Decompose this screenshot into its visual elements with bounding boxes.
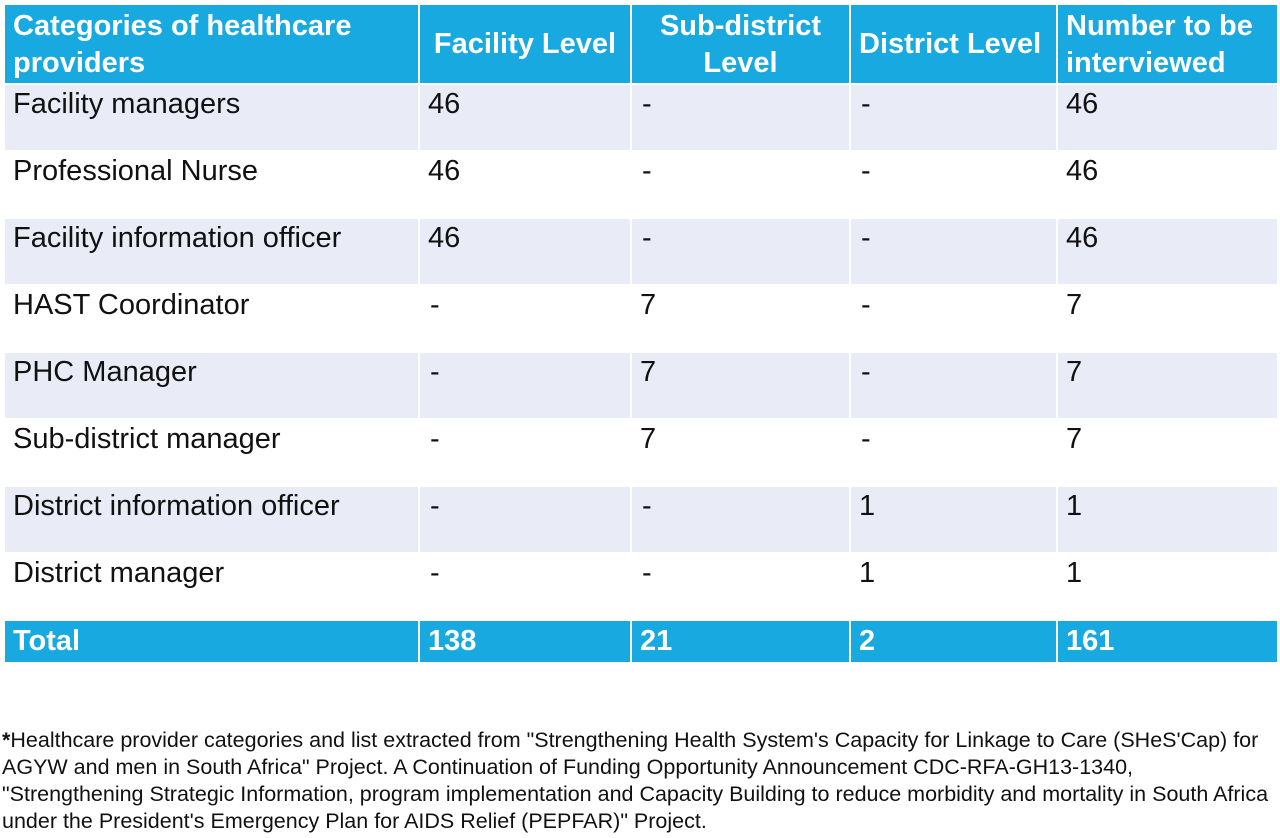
total-label: Total — [3, 619, 420, 664]
table-row: Professional Nurse 46 - - 46 — [3, 150, 1279, 219]
district-level-cell: - — [849, 418, 1058, 487]
footnote-marker: * — [2, 728, 11, 752]
footnote-text: Healthcare provider categories and list … — [2, 728, 1269, 833]
facility-level-cell: - — [418, 284, 632, 353]
total-facility-level: 138 — [418, 619, 632, 664]
category-cell: Facility information officer — [3, 217, 420, 286]
header-sub-district-level: Sub-district Level — [630, 3, 851, 85]
category-cell: Facility managers — [3, 83, 420, 152]
header-number-interviewed: Number to be interviewed — [1056, 3, 1279, 85]
header-row: Categories of healthcare providers Facil… — [3, 3, 1279, 85]
header-categories: Categories of healthcare providers — [3, 3, 420, 85]
district-level-cell: - — [849, 83, 1058, 152]
sub-district-level-cell: - — [630, 552, 851, 621]
category-cell: PHC Manager — [3, 351, 420, 420]
facility-level-cell: - — [418, 351, 632, 420]
sub-district-level-cell: 7 — [630, 284, 851, 353]
district-level-cell: - — [849, 284, 1058, 353]
table-row: Sub-district manager - 7 - 7 — [3, 418, 1279, 487]
category-cell: HAST Coordinator — [3, 284, 420, 353]
header-district-level: District Level — [849, 3, 1058, 85]
sub-district-level-cell: - — [630, 485, 851, 554]
facility-level-cell: - — [418, 552, 632, 621]
table-row: Facility managers 46 - - 46 — [3, 83, 1279, 152]
footnote: *Healthcare provider categories and list… — [2, 727, 1272, 835]
sub-district-level-cell: 7 — [630, 351, 851, 420]
number-interviewed-cell: 46 — [1056, 150, 1279, 219]
number-interviewed-cell: 7 — [1056, 351, 1279, 420]
table-header: Categories of healthcare providers Facil… — [3, 3, 1279, 85]
sub-district-level-cell: 7 — [630, 418, 851, 487]
header-facility-level: Facility Level — [418, 3, 632, 85]
table-row: Facility information officer 46 - - 46 — [3, 217, 1279, 286]
table-row: District information officer - - 1 1 — [3, 485, 1279, 554]
number-interviewed-cell: 46 — [1056, 217, 1279, 286]
table-row: HAST Coordinator - 7 - 7 — [3, 284, 1279, 353]
total-sub-district-level: 21 — [630, 619, 851, 664]
number-interviewed-cell: 7 — [1056, 284, 1279, 353]
total-number-interviewed: 161 — [1056, 619, 1279, 664]
sub-district-level-cell: - — [630, 83, 851, 152]
facility-level-cell: - — [418, 418, 632, 487]
table-row: District manager - - 1 1 — [3, 552, 1279, 621]
district-level-cell: - — [849, 217, 1058, 286]
category-cell: Sub-district manager — [3, 418, 420, 487]
facility-level-cell: 46 — [418, 83, 632, 152]
number-interviewed-cell: 1 — [1056, 552, 1279, 621]
category-cell: District manager — [3, 552, 420, 621]
sub-district-level-cell: - — [630, 217, 851, 286]
table-body: Facility managers 46 - - 46 Professional… — [3, 83, 1279, 621]
number-interviewed-cell: 46 — [1056, 83, 1279, 152]
district-level-cell: - — [849, 150, 1058, 219]
facility-level-cell: - — [418, 485, 632, 554]
category-cell: District information officer — [3, 485, 420, 554]
category-cell: Professional Nurse — [3, 150, 420, 219]
provider-table: Categories of healthcare providers Facil… — [3, 3, 1279, 664]
number-interviewed-cell: 1 — [1056, 485, 1279, 554]
number-interviewed-cell: 7 — [1056, 418, 1279, 487]
facility-level-cell: 46 — [418, 150, 632, 219]
district-level-cell: 1 — [849, 485, 1058, 554]
table-row: PHC Manager - 7 - 7 — [3, 351, 1279, 420]
table-footer: Total 138 21 2 161 — [3, 619, 1279, 664]
facility-level-cell: 46 — [418, 217, 632, 286]
total-district-level: 2 — [849, 619, 1058, 664]
total-row: Total 138 21 2 161 — [3, 619, 1279, 664]
sub-district-level-cell: - — [630, 150, 851, 219]
district-level-cell: 1 — [849, 552, 1058, 621]
district-level-cell: - — [849, 351, 1058, 420]
